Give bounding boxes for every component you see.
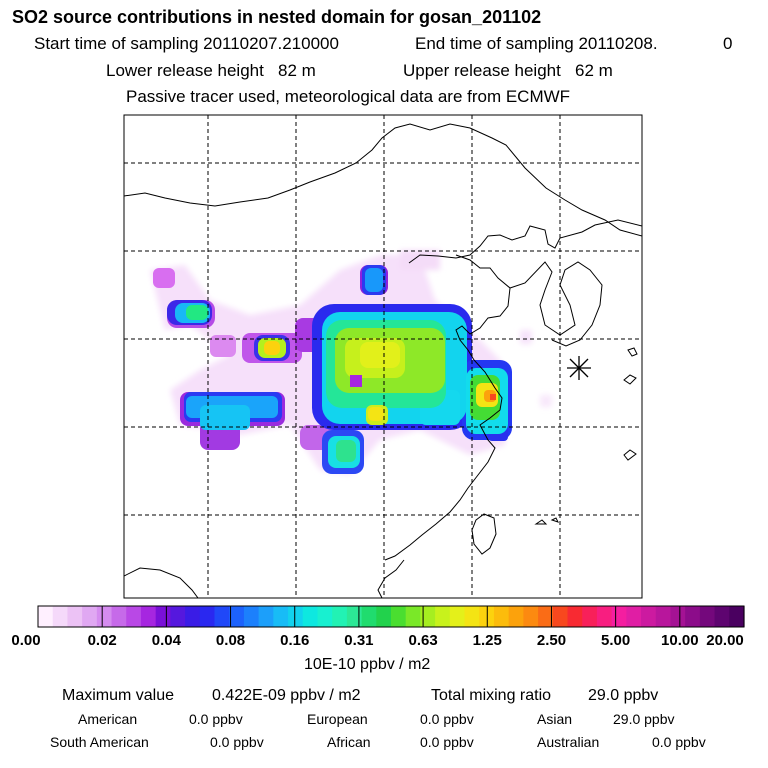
colorbar-swatch: [288, 606, 304, 627]
passive-tracer-note: Passive tracer used, meteorological data…: [126, 87, 571, 106]
colorbar-swatch: [82, 606, 98, 627]
colorbar-swatch: [243, 606, 260, 627]
region-name-australian: Australian: [537, 734, 600, 750]
colorbar-swatch: [582, 606, 598, 627]
colorbar-swatch: [361, 606, 377, 627]
colorbar-tick-label: 5.00: [601, 632, 631, 649]
colorbar-swatch: [140, 606, 157, 627]
region-value-australian: 0.0 ppbv: [652, 734, 706, 750]
colorbar-frame: [37, 605, 745, 628]
colorbar-swatch: [626, 606, 642, 627]
colorbar-swatch: [38, 606, 54, 627]
colorbar-swatch: [464, 606, 480, 627]
colorbar-swatches: [38, 606, 745, 627]
colorbar-swatch: [199, 606, 216, 627]
colorbar-dividers: [101, 606, 681, 627]
colorbar-swatch: [332, 606, 348, 627]
colorbar-swatch: [170, 606, 186, 627]
lower-release-height: Lower release height 82 m: [106, 61, 316, 80]
colorbar-swatch: [435, 606, 451, 627]
plume-yellow-hotspots: [264, 341, 498, 421]
total-mixing-ratio-label: Total mixing ratio: [431, 687, 552, 704]
region-value-african: 0.0 ppbv: [420, 734, 474, 750]
colorbar-swatch: [508, 606, 524, 627]
plume-layer: [150, 250, 552, 475]
colorbar-swatch: [420, 606, 436, 627]
colorbar-swatch: [493, 606, 510, 627]
colorbar-swatch: [258, 606, 274, 627]
chart-title: SO2 source contributions in nested domai…: [12, 7, 542, 27]
colorbar-swatch: [302, 606, 319, 627]
colorbar-swatch: [391, 606, 407, 627]
receptor-asterisk-icon: [567, 356, 591, 380]
colorbar-tick-label: 0.16: [280, 632, 310, 649]
colorbar-swatch: [96, 606, 113, 627]
colorbar-swatch: [405, 606, 422, 627]
colorbar-swatch: [346, 606, 363, 627]
colorbar-tick-label: 0.02: [87, 632, 117, 649]
colorbar-tick-label: 0.04: [151, 632, 181, 649]
colorbar-swatch: [111, 606, 127, 627]
region-name-asian: Asian: [537, 711, 573, 727]
colorbar-swatch: [214, 606, 230, 627]
colorbar-swatch: [523, 606, 539, 627]
colorbar-tick-label: 2.50: [536, 632, 567, 649]
region-value-american: 0.0 ppbv: [189, 711, 243, 727]
max-value: 0.422E-09 ppbv / m2: [212, 687, 361, 704]
colorbar-swatch: [229, 606, 245, 627]
region-name-american: American: [78, 711, 138, 727]
colorbar-swatch: [126, 606, 142, 627]
colorbar-swatch: [685, 606, 701, 627]
total-mixing-ratio-value: 29.0 ppbv: [588, 687, 659, 704]
colorbar-swatch: [611, 606, 627, 627]
colorbar-swatch: [714, 606, 730, 627]
colorbar-swatch: [376, 606, 392, 627]
max-value-label: Maximum value: [62, 687, 175, 704]
lat-lon-grid: [124, 115, 642, 598]
region-name-south-american: South American: [50, 734, 149, 750]
coastlines: [124, 123, 642, 598]
map-frame: [123, 114, 643, 599]
colorbar-swatch: [641, 606, 657, 627]
region-value-european: 0.0 ppbv: [420, 711, 474, 727]
end-time-suffix: 0: [723, 34, 733, 53]
start-time-label: Start time of sampling 20110207.210000: [34, 34, 339, 53]
upper-release-height: Upper release height 62 m: [403, 61, 613, 80]
colorbar-swatch: [729, 606, 745, 627]
colorbar-swatch: [67, 606, 83, 627]
colorbar-tick-label: 1.25: [472, 632, 502, 649]
colorbar-swatch: [185, 606, 201, 627]
colorbar-tick-label: 0.63: [408, 632, 438, 649]
colorbar-swatch: [596, 606, 613, 627]
colorbar-tick-label: 0.00: [11, 632, 41, 649]
colorbar-swatch: [52, 606, 69, 627]
colorbar-swatch: [155, 606, 171, 627]
end-time-label: End time of sampling 20110208.: [415, 34, 658, 53]
colorbar-tick-label: 0.08: [215, 632, 246, 649]
region-name-african: African: [327, 734, 371, 750]
colorbar-swatch: [552, 606, 569, 627]
colorbar-tick-label: 0.31: [344, 632, 374, 649]
colorbar-tick-label: 20.00: [706, 632, 744, 649]
region-value-asian: 29.0 ppbv: [613, 711, 675, 727]
colorbar-swatch: [449, 606, 466, 627]
colorbar-swatch: [670, 606, 686, 627]
colorbar-tick-label: 10.00: [661, 632, 699, 649]
colorbar-swatch: [567, 606, 583, 627]
colorbar-swatch: [699, 606, 716, 627]
colorbar-swatch: [273, 606, 289, 627]
colorbar-swatch: [538, 606, 554, 627]
region-value-south-american: 0.0 ppbv: [210, 734, 264, 750]
colorbar-swatch: [317, 606, 333, 627]
colorbar-units: 10E-10 ppbv / m2: [304, 656, 431, 673]
region-name-european: European: [307, 711, 368, 727]
colorbar-swatch: [655, 606, 672, 627]
